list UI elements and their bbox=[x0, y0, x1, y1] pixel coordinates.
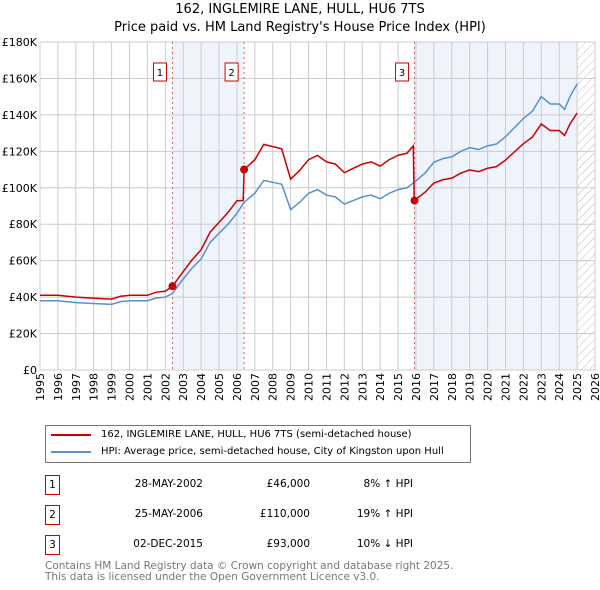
x-tick-label: 2004 bbox=[195, 373, 208, 401]
series-line bbox=[40, 83, 578, 306]
sale-date: 02-DEC-2015 bbox=[133, 538, 203, 550]
legend-label-hpi: HPI: Average price, semi-detached house,… bbox=[101, 446, 444, 457]
y-tick-label: £120K bbox=[2, 145, 38, 158]
sale-date: 25-MAY-2006 bbox=[134, 508, 203, 520]
footer-line-2: This data is licensed under the Open Gov… bbox=[45, 571, 380, 583]
sale-point bbox=[240, 165, 249, 174]
x-tick-label: 2025 bbox=[571, 373, 584, 401]
chart-subtitle: Price paid vs. HM Land Registry's House … bbox=[114, 20, 486, 35]
sale-label-box bbox=[152, 62, 167, 82]
x-tick-label: 2006 bbox=[231, 373, 244, 401]
legend-label-property: 162, INGLEMIRE LANE, HULL, HU6 7TS (semi… bbox=[101, 429, 412, 440]
x-tick-label: 2015 bbox=[392, 373, 405, 401]
x-tick-label: 2016 bbox=[410, 373, 423, 401]
x-tick-label: 2011 bbox=[320, 373, 333, 401]
x-tick-label: 2012 bbox=[338, 373, 351, 401]
y-tick-label: £0 bbox=[23, 364, 37, 377]
forecast-hatch bbox=[577, 42, 595, 370]
x-tick-label: 2000 bbox=[124, 373, 137, 401]
sale-row: 2 25-MAY-2006 £110,000 19% ↑ HPI bbox=[45, 505, 465, 525]
x-tick-label: 2019 bbox=[464, 373, 477, 401]
sale-hpi-diff: 8% ↑ HPI bbox=[363, 478, 413, 490]
y-tick-label: £180K bbox=[2, 36, 38, 49]
x-tick-label: 1995 bbox=[34, 373, 47, 401]
x-tick-label: 2026 bbox=[589, 373, 600, 401]
x-tick-label: 2021 bbox=[499, 373, 512, 401]
sale-label-box bbox=[224, 62, 239, 82]
x-tick-label: 2005 bbox=[213, 373, 226, 401]
price-chart: 1995 1996 1997 1998 1999 2000 2001 2002 2003 2004… bbox=[2, 36, 600, 401]
x-tick-label: 1998 bbox=[88, 373, 101, 401]
x-tick-label: 2018 bbox=[446, 373, 459, 401]
x-tick-label: 2007 bbox=[249, 373, 262, 401]
sale-number: 2 bbox=[45, 505, 60, 525]
x-tick-label: 2003 bbox=[177, 373, 190, 401]
plot-frame bbox=[39, 41, 596, 371]
sale-price: £46,000 bbox=[266, 478, 310, 490]
x-tick-label: 2013 bbox=[356, 373, 369, 401]
footer-line-1: Contains HM Land Registry data © Crown c… bbox=[45, 560, 454, 572]
x-tick-label: 1999 bbox=[106, 373, 119, 401]
legend-swatch-property bbox=[51, 433, 91, 436]
x-tick-label: 2022 bbox=[517, 373, 530, 401]
sale-date: 28-MAY-2002 bbox=[134, 478, 203, 490]
sale-label-box bbox=[395, 62, 410, 82]
chart-title: 162, INGLEMIRE LANE, HULL, HU6 7TS bbox=[175, 2, 425, 17]
sale-price: £110,000 bbox=[259, 508, 310, 520]
sale-hpi-diff: 19% ↑ HPI bbox=[356, 508, 413, 520]
x-tick-label: 1997 bbox=[70, 373, 83, 401]
y-tick-label: £20K bbox=[9, 328, 38, 341]
y-tick-label: £160K bbox=[2, 72, 38, 85]
sale-hpi-diff: 10% ↓ HPI bbox=[356, 538, 413, 550]
y-tick-label: £80K bbox=[9, 218, 38, 231]
legend-swatch-hpi bbox=[51, 450, 91, 453]
x-tick-label: 2020 bbox=[482, 373, 495, 401]
sale-row: 3 02-DEC-2015 £93,000 10% ↓ HPI bbox=[45, 535, 465, 555]
sale-row: 1 28-MAY-2002 £46,000 8% ↑ HPI bbox=[45, 475, 465, 495]
x-tick-label: 2014 bbox=[374, 373, 387, 401]
x-tick-label: 2010 bbox=[303, 373, 316, 401]
x-tick-label: 2024 bbox=[553, 373, 566, 401]
legend: 162, INGLEMIRE LANE, HULL, HU6 7TS (semi… bbox=[45, 425, 471, 463]
x-tick-label: 2002 bbox=[159, 373, 172, 401]
x-tick-label: 1996 bbox=[52, 373, 65, 401]
sale-point bbox=[168, 282, 177, 291]
shaded-period bbox=[414, 42, 578, 370]
sale-label: 3 bbox=[399, 68, 405, 79]
y-tick-label: £60K bbox=[9, 255, 38, 268]
x-tick-label: 2023 bbox=[535, 373, 548, 401]
sale-number: 1 bbox=[45, 475, 60, 495]
x-tick-label: 2001 bbox=[141, 373, 154, 401]
x-tick-label: 2017 bbox=[428, 373, 441, 401]
sale-label: 2 bbox=[228, 68, 234, 79]
sale-label: 1 bbox=[157, 68, 163, 79]
y-tick-label: £100K bbox=[2, 182, 38, 195]
sale-price: £93,000 bbox=[266, 538, 310, 550]
y-tick-label: £40K bbox=[9, 291, 38, 304]
y-tick-label: £140K bbox=[2, 109, 38, 122]
sale-point bbox=[410, 196, 419, 205]
sale-number: 3 bbox=[45, 535, 60, 555]
x-tick-label: 2009 bbox=[285, 373, 298, 401]
x-tick-label: 2008 bbox=[267, 373, 280, 401]
